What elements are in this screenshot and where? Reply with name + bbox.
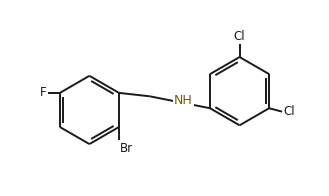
Text: Cl: Cl [284,105,295,118]
Text: NH: NH [174,94,193,107]
Text: Br: Br [120,142,133,155]
Text: Cl: Cl [234,30,245,43]
Text: F: F [40,86,47,99]
